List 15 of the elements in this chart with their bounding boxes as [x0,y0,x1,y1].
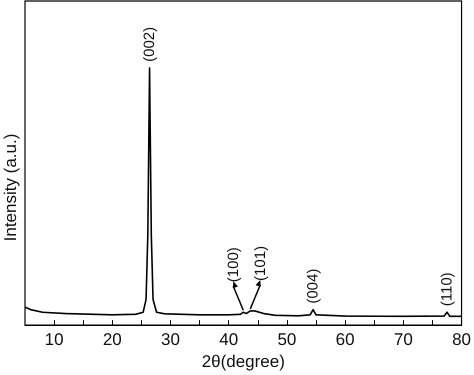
y-axis-title: Intensity (a.u.) [1,134,20,242]
annotation: (004) [304,268,322,304]
x-tick-label: 20 [102,330,122,350]
x-tick-label: 60 [336,330,355,350]
x-tick-label: 10 [44,330,64,350]
x-tick-label: 50 [277,330,296,350]
annotation: (100) [224,247,242,282]
x-tick-label: 30 [161,330,180,350]
x-tick-label: 80 [452,330,472,350]
annotation: (110) [438,272,456,306]
annotation: (101) [252,246,269,281]
annotation: (002) [141,26,158,62]
x-tick-label: 40 [219,330,238,350]
x-tick-label: 70 [394,330,413,350]
x-axis-title: 2θ(degree) [202,352,285,371]
